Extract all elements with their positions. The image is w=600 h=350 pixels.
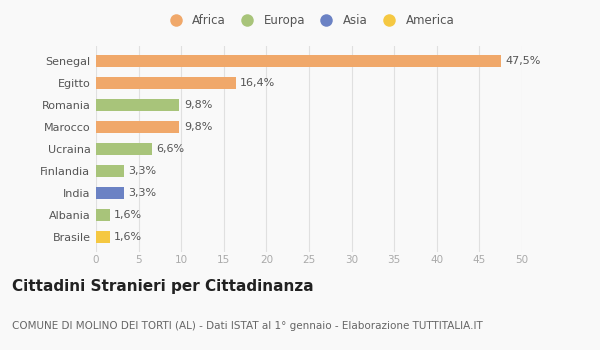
Text: 3,3%: 3,3% bbox=[128, 166, 157, 176]
Bar bbox=[96, 231, 110, 243]
Bar bbox=[96, 121, 179, 133]
Text: 1,6%: 1,6% bbox=[114, 232, 142, 242]
Bar bbox=[96, 187, 124, 199]
Text: Cittadini Stranieri per Cittadinanza: Cittadini Stranieri per Cittadinanza bbox=[12, 279, 314, 294]
Text: COMUNE DI MOLINO DEI TORTI (AL) - Dati ISTAT al 1° gennaio - Elaborazione TUTTIT: COMUNE DI MOLINO DEI TORTI (AL) - Dati I… bbox=[12, 321, 483, 331]
Bar bbox=[96, 143, 152, 155]
Legend: Africa, Europa, Asia, America: Africa, Europa, Asia, America bbox=[160, 10, 458, 30]
Bar bbox=[96, 99, 179, 111]
Text: 3,3%: 3,3% bbox=[128, 188, 157, 198]
Text: 6,6%: 6,6% bbox=[157, 144, 185, 154]
Bar bbox=[96, 209, 110, 220]
Bar bbox=[96, 77, 236, 89]
Text: 1,6%: 1,6% bbox=[114, 210, 142, 219]
Text: 16,4%: 16,4% bbox=[240, 78, 275, 88]
Text: 9,8%: 9,8% bbox=[184, 100, 212, 110]
Text: 9,8%: 9,8% bbox=[184, 122, 212, 132]
Text: 47,5%: 47,5% bbox=[505, 56, 541, 66]
Bar bbox=[96, 164, 124, 177]
Bar bbox=[96, 55, 500, 67]
